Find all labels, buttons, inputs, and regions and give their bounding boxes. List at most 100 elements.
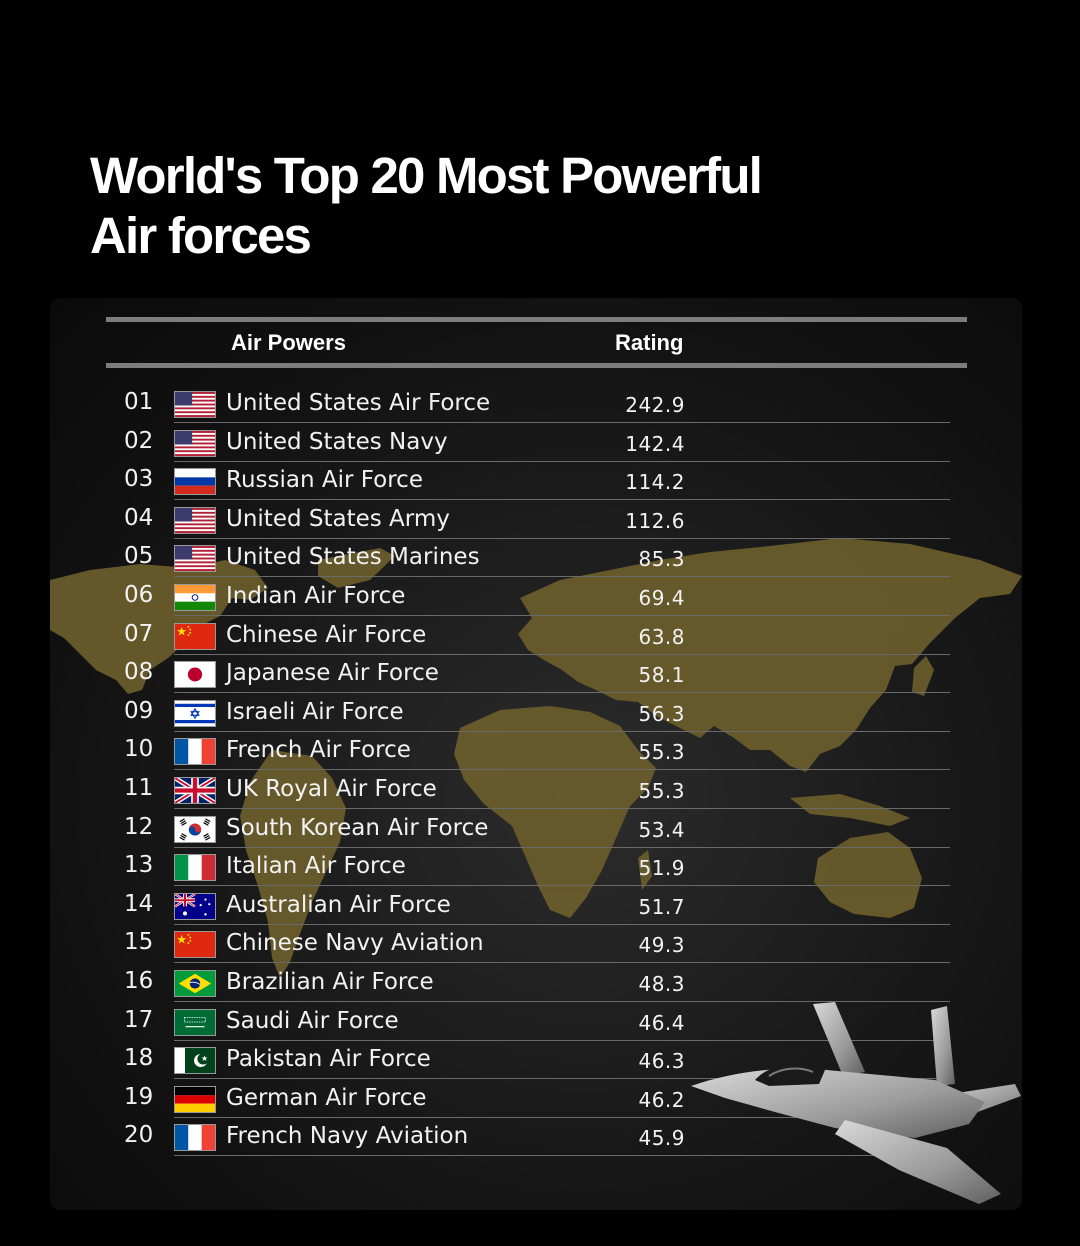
table-row: 13 Italian Air Force 51.9 [50,849,1022,888]
table-row: 05 United States Marines 85.3 [50,540,1022,579]
rating-value: 55.3 [638,779,685,803]
germany-flag-icon [174,1085,216,1113]
rank-number: 15 [124,929,154,956]
brazil-flag-icon [174,970,216,997]
italy-flag-icon [174,854,216,882]
air-force-name: Pakistan Air Force [226,1046,431,1073]
air-force-name: Chinese Air Force [226,621,427,648]
ranking-panel: Air Powers Rating 01 United States Air Fo… [50,298,1022,1210]
rating-value: 51.9 [638,856,685,881]
uk-flag-icon [174,777,216,804]
row-divider [174,1116,950,1118]
rating-value: 242.9 [625,393,685,417]
rank-number: 11 [124,775,154,801]
row-divider [174,769,950,771]
row-divider [174,1039,950,1041]
japan-flag-icon [174,661,216,689]
rating-value: 46.4 [638,1010,685,1035]
air-force-name: Indian Air Force [226,583,406,609]
russia-flag-icon [174,468,216,496]
table-row: 10 French Air Force 55.3 [50,733,1022,772]
rank-number: 03 [124,466,154,493]
rating-value: 45.9 [638,1126,685,1151]
table-row: 01 United States Air Force 242.9 [50,386,1022,425]
title-line-2: Air forces [90,207,312,264]
row-divider [174,962,950,964]
rank-number: 20 [124,1122,154,1149]
row-divider [174,537,950,539]
rating-value: 69.4 [638,586,685,610]
rating-value: 112.6 [625,508,685,533]
rank-number: 06 [124,582,154,608]
row-divider [174,1001,950,1002]
air-force-name: South Korean Air Force [226,814,489,841]
usa-flag-icon [174,391,216,418]
rank-number: 16 [124,968,154,994]
row-divider [174,1078,950,1080]
rating-value: 63.8 [638,624,685,649]
row-divider [174,730,950,732]
table-row: 17 Saudi Air Force 46.4 [50,1004,1022,1043]
rating-value: 46.3 [638,1049,685,1074]
air-force-name: Russian Air Force [226,467,423,494]
rank-number: 05 [124,543,154,570]
air-force-name: UK Royal Air Force [226,776,437,802]
rank-number: 18 [124,1045,154,1072]
air-force-name: French Navy Aviation [226,1123,469,1150]
rank-number: 13 [124,852,154,879]
south-korea-flag-icon [174,815,216,843]
air-force-name: Australian Air Force [226,891,451,918]
table-row: 18 Pakistan Air Force 46.3 [50,1042,1022,1081]
air-force-name: Japanese Air Force [226,660,439,687]
row-divider [174,576,950,578]
rank-number: 19 [124,1083,154,1110]
france-flag-icon [174,1124,216,1152]
row-divider [174,808,950,809]
rating-value: 56.3 [638,701,685,726]
rating-value: 53.4 [638,817,685,842]
usa-flag-icon [174,506,216,534]
row-divider [174,1155,950,1157]
row-divider [174,923,950,925]
australia-flag-icon [174,892,216,920]
air-force-name: United States Army [226,505,450,532]
column-header-rating: Rating [615,330,684,355]
header-top-rule [106,317,967,322]
israel-flag-icon [174,699,216,727]
rating-value: 49.3 [638,933,685,958]
table-row: 16 Brazilian Air Force 48.3 [50,965,1022,1004]
usa-flag-icon [174,429,216,457]
rating-value: 114.2 [625,470,685,495]
rank-number: 10 [124,736,154,763]
table-row: 03 Russian Air Force 114.2 [50,463,1022,502]
row-divider [174,885,950,887]
pakistan-flag-icon [174,1047,216,1075]
row-divider [174,499,950,501]
rank-number: 08 [124,659,154,686]
air-force-name: French Air Force [226,737,411,764]
usa-flag-icon [174,545,216,573]
table-row: 02 United States Navy 142.4 [50,425,1022,464]
table-row: 19 German Air Force 46.2 [50,1081,1022,1120]
header-bottom-rule [106,363,967,368]
row-divider [174,692,950,694]
rank-number: 12 [124,813,154,840]
rank-number: 01 [124,389,154,415]
table-row: 07 Chinese Air Force 63.8 [50,618,1022,657]
rating-value: 85.3 [638,547,685,572]
india-flag-icon [174,584,216,611]
china-flag-icon [174,931,216,959]
rating-value: 51.7 [638,894,685,919]
rating-value: 142.4 [625,431,685,456]
row-divider [174,460,950,462]
rank-number: 07 [124,620,154,647]
rank-number: 02 [124,427,154,454]
table-row: 11 UK Royal Air Force 55.3 [50,772,1022,811]
row-divider [174,615,950,616]
air-force-name: Israeli Air Force [226,698,404,725]
rank-number: 14 [124,890,154,917]
air-force-name: Saudi Air Force [226,1007,399,1034]
table-row: 04 United States Army 112.6 [50,502,1022,541]
table-row: 15 Chinese Navy Aviation 49.3 [50,926,1022,965]
air-force-name: United States Navy [226,428,448,455]
